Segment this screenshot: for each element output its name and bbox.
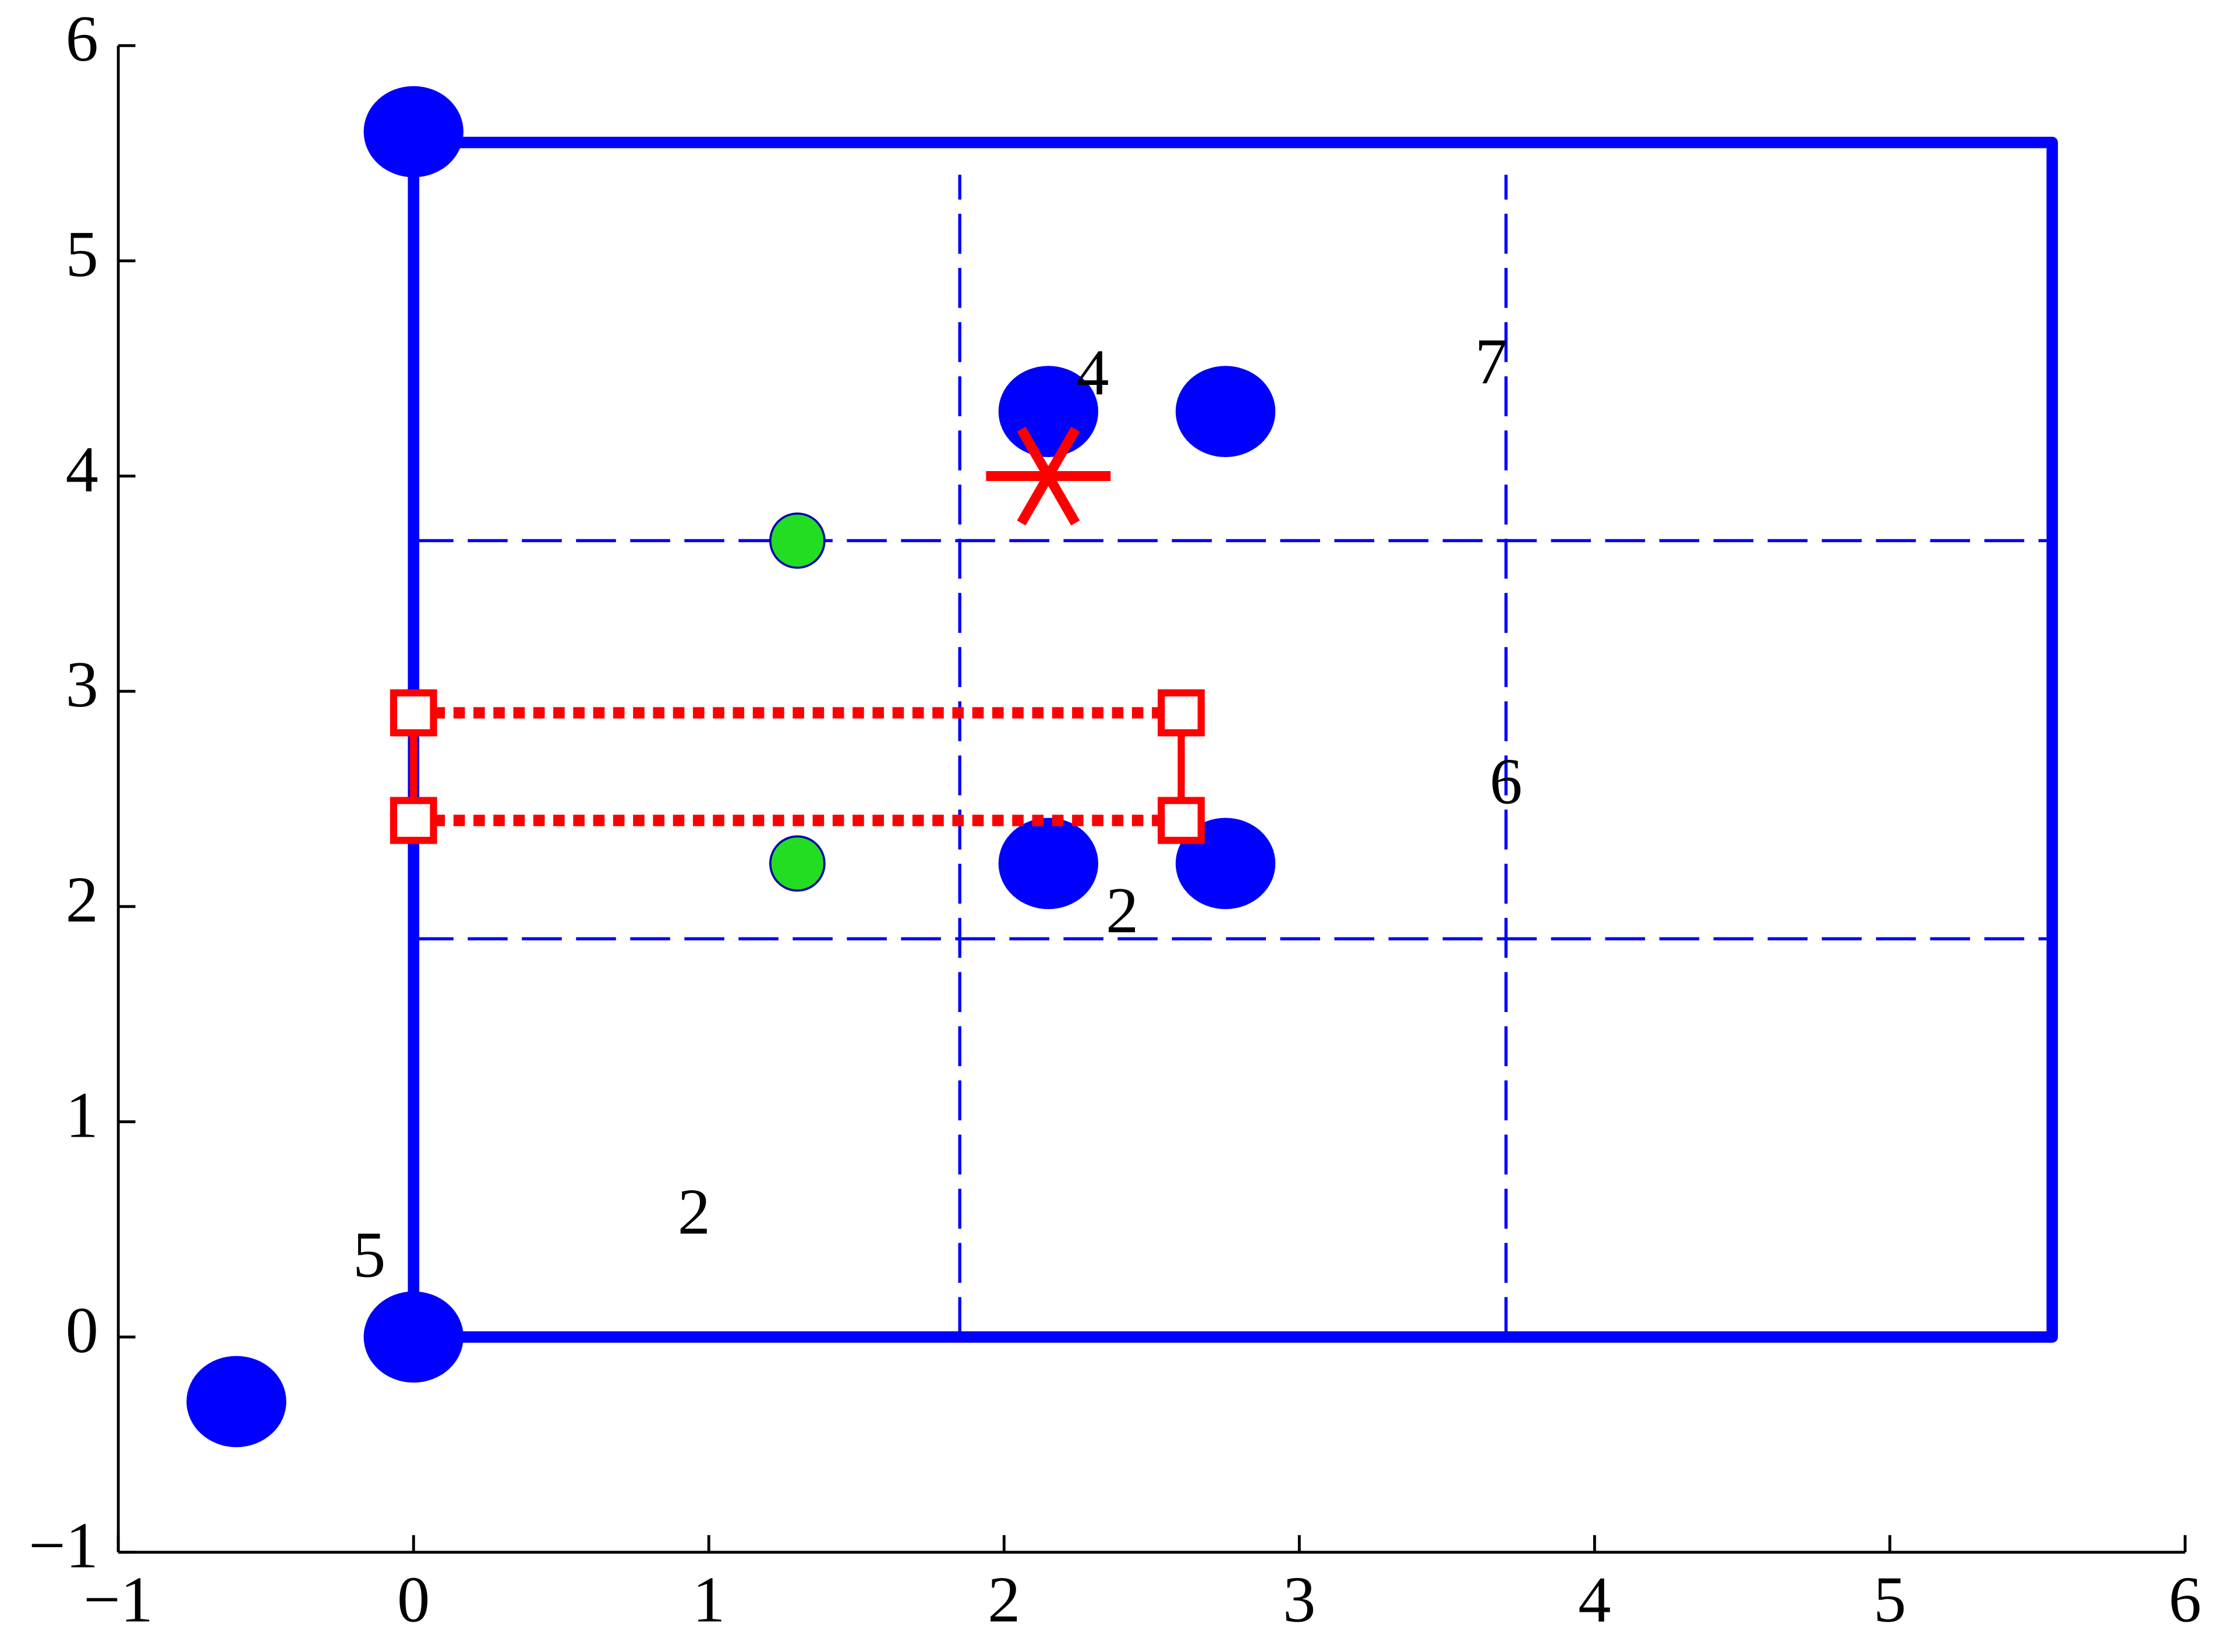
marker-circle bbox=[769, 512, 826, 569]
x-tick-label: 4 bbox=[1578, 1564, 1611, 1636]
x-tick-label: 1 bbox=[692, 1564, 725, 1636]
annotation: 7 bbox=[1475, 326, 1508, 398]
y-tick-label: −1 bbox=[29, 1509, 98, 1582]
x-tick-label: 0 bbox=[397, 1564, 430, 1636]
annotation: 2 bbox=[678, 1176, 710, 1248]
marker-circle bbox=[186, 1356, 286, 1448]
series-line bbox=[410, 713, 1185, 820]
y-tick-label: 2 bbox=[66, 864, 98, 936]
marker-circle bbox=[363, 86, 464, 178]
y-tick-label: 5 bbox=[66, 218, 98, 291]
marker-square bbox=[1158, 797, 1205, 844]
marker-circle bbox=[769, 835, 826, 892]
y-tick-label: 6 bbox=[66, 3, 98, 75]
annotation: 4 bbox=[1076, 337, 1109, 409]
y-tick-label: 3 bbox=[66, 649, 98, 721]
x-tick-label: 2 bbox=[988, 1564, 1020, 1636]
series-line bbox=[408, 136, 2058, 1343]
x-tick-label: −1 bbox=[83, 1564, 153, 1636]
marker-circle bbox=[1175, 366, 1276, 458]
y-tick-label: 1 bbox=[66, 1079, 98, 1151]
x-tick-label: 5 bbox=[1873, 1564, 1906, 1636]
marker-circle bbox=[998, 818, 1099, 910]
y-tick-label: 0 bbox=[66, 1294, 98, 1367]
marker-star bbox=[986, 426, 1111, 526]
annotation: 5 bbox=[353, 1219, 385, 1292]
marker-square bbox=[390, 797, 437, 844]
annotation: 6 bbox=[1490, 745, 1522, 818]
series-line bbox=[413, 175, 2053, 1338]
x-tick-label: 3 bbox=[1283, 1564, 1315, 1636]
x-tick-label: 6 bbox=[2169, 1564, 2201, 1636]
y-tick-label: 4 bbox=[66, 433, 98, 505]
marker-square bbox=[390, 689, 437, 737]
marker-circle bbox=[363, 1291, 464, 1383]
series-line bbox=[413, 707, 1182, 826]
annotation: 2 bbox=[1106, 875, 1138, 947]
marker-square bbox=[1158, 689, 1205, 737]
